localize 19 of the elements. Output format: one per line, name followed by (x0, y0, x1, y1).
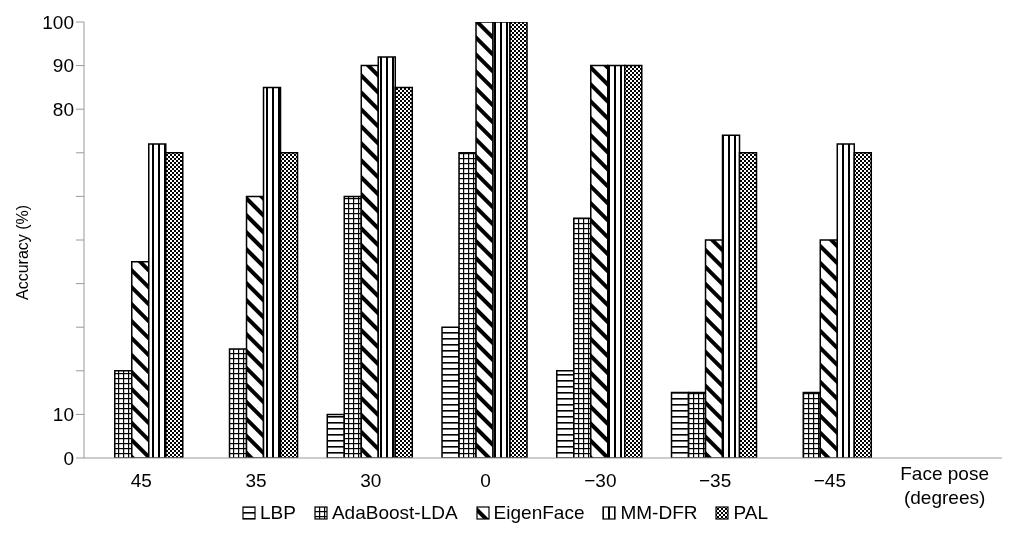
x-axis-title: Face pose (degrees) (899, 462, 990, 510)
x-tick-label: 30 (360, 470, 382, 492)
y-axis-title: Accuracy (%) (13, 204, 31, 300)
x-tick-label: −30 (584, 470, 617, 492)
y-tick-label: 0 (63, 447, 74, 469)
legend-label: AdaBoost-LDA (331, 502, 458, 524)
x-tick-label: −45 (813, 470, 846, 492)
x-tick-label: 35 (245, 470, 267, 492)
y-tick-label: 10 (52, 404, 74, 426)
x-tick-label: 0 (480, 470, 491, 492)
legend-label: PAL (733, 502, 768, 524)
legend-label: LBP (260, 502, 296, 524)
x-tick-label: 45 (130, 470, 152, 492)
y-tick-label: 100 (42, 11, 74, 33)
legend-label: EigenFace (493, 502, 585, 524)
y-tick-label: 90 (52, 55, 74, 77)
x-tick-label: −35 (699, 470, 732, 492)
y-tick-label: 80 (52, 98, 74, 120)
legend-label: MM-DFR (620, 502, 698, 524)
